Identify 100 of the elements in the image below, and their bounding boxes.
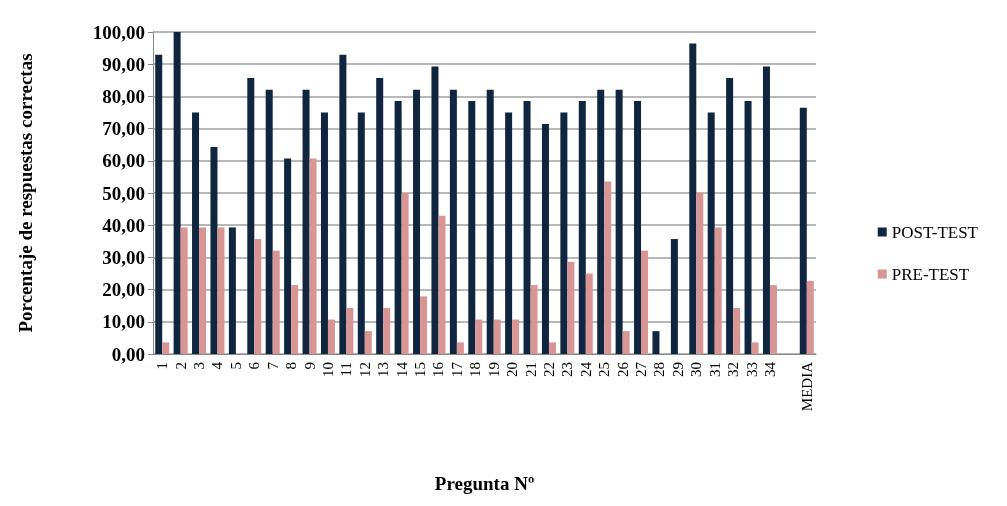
bar bbox=[180, 227, 188, 354]
x-tick-label: 6 bbox=[246, 361, 263, 370]
bar bbox=[567, 261, 575, 354]
x-tick-label: 16 bbox=[430, 361, 447, 377]
bar bbox=[327, 319, 335, 354]
bar bbox=[714, 227, 722, 354]
bar bbox=[217, 227, 225, 354]
y-tick-label: 90,00 bbox=[102, 53, 145, 75]
bar bbox=[449, 89, 457, 354]
x-tick-label: 1 bbox=[154, 362, 171, 370]
bar bbox=[523, 100, 531, 354]
bar bbox=[726, 78, 734, 354]
x-tick-label: 15 bbox=[412, 362, 429, 377]
x-tick-label: 19 bbox=[485, 362, 502, 377]
x-tick-label: 4 bbox=[209, 361, 226, 370]
x-axis-title: Pregunta Nº bbox=[434, 473, 535, 494]
y-tick-label: 40,00 bbox=[102, 214, 145, 236]
x-tick-label: 31 bbox=[706, 362, 723, 377]
bar bbox=[254, 239, 262, 354]
y-tick-label: 30,00 bbox=[102, 246, 145, 268]
bar bbox=[541, 124, 549, 354]
bar bbox=[670, 239, 678, 354]
y-tick-label: 0,00 bbox=[111, 343, 145, 365]
bar bbox=[806, 280, 814, 354]
x-tick-label: 21 bbox=[522, 362, 539, 377]
bar bbox=[438, 215, 446, 354]
x-tick-label: 5 bbox=[227, 362, 244, 370]
bar bbox=[578, 100, 586, 354]
y-tick-label: 20,00 bbox=[102, 279, 145, 301]
y-tick-label: 10,00 bbox=[102, 311, 145, 333]
bar bbox=[284, 158, 292, 354]
x-tick-label: 27 bbox=[633, 361, 650, 377]
bar bbox=[604, 181, 612, 354]
bar bbox=[309, 158, 317, 354]
bar bbox=[530, 285, 538, 354]
x-tick-label: 3 bbox=[191, 362, 208, 370]
bar bbox=[486, 89, 494, 354]
bar bbox=[228, 227, 236, 354]
x-tick-label: 23 bbox=[559, 362, 576, 377]
bar bbox=[597, 89, 605, 354]
x-tick-label: 30 bbox=[688, 362, 705, 377]
legend-label: POST-TEST bbox=[891, 222, 979, 242]
bar bbox=[762, 66, 770, 354]
bar bbox=[383, 307, 391, 354]
x-tick-label: 33 bbox=[743, 362, 760, 377]
x-tick-label: 32 bbox=[725, 362, 742, 377]
bar bbox=[272, 250, 280, 354]
x-tick-label: 17 bbox=[448, 361, 465, 377]
y-axis-title: Porcentaje de respuestas correctas bbox=[15, 53, 36, 333]
x-tick-label: 13 bbox=[375, 362, 392, 377]
bar bbox=[210, 146, 218, 354]
bar bbox=[493, 319, 501, 354]
bar bbox=[744, 100, 752, 354]
legend-label: PRE-TEST bbox=[891, 264, 970, 284]
x-tick-label: MEDIA bbox=[798, 361, 815, 412]
y-tick-label: 80,00 bbox=[102, 85, 145, 107]
bar bbox=[192, 112, 200, 354]
bar bbox=[769, 285, 777, 354]
bar bbox=[799, 107, 807, 354]
y-tick-label: 60,00 bbox=[102, 150, 145, 172]
y-tick-label: 50,00 bbox=[102, 182, 145, 204]
bar bbox=[339, 54, 347, 354]
bar bbox=[641, 250, 649, 354]
bar bbox=[376, 78, 384, 354]
x-tick-label: 12 bbox=[356, 362, 373, 377]
bar bbox=[733, 307, 741, 354]
bar bbox=[401, 193, 409, 354]
bar bbox=[456, 342, 464, 354]
x-tick-label: 2 bbox=[172, 362, 189, 370]
bar bbox=[173, 32, 181, 354]
bar bbox=[585, 273, 593, 354]
x-tick-label: 29 bbox=[669, 362, 686, 377]
x-tick-label: 24 bbox=[577, 361, 594, 377]
x-tick-label: 25 bbox=[596, 362, 613, 377]
bar bbox=[302, 89, 310, 354]
bar bbox=[155, 54, 163, 354]
bar bbox=[468, 100, 476, 354]
bar bbox=[431, 66, 439, 354]
x-tick-label: 18 bbox=[467, 362, 484, 377]
bar bbox=[634, 100, 642, 354]
bar bbox=[475, 319, 483, 354]
bar bbox=[652, 331, 660, 354]
bar bbox=[622, 331, 630, 354]
x-tick-label: 11 bbox=[338, 362, 355, 377]
x-tick-label: 7 bbox=[264, 361, 281, 370]
x-tick-label: 28 bbox=[651, 362, 668, 377]
bar bbox=[420, 296, 428, 354]
bar bbox=[413, 89, 421, 354]
bar bbox=[265, 89, 273, 354]
bar bbox=[291, 285, 299, 354]
x-tick-label: 10 bbox=[319, 362, 336, 377]
bar bbox=[615, 89, 623, 354]
bar bbox=[346, 307, 354, 354]
y-tick-label: 100,00 bbox=[92, 21, 145, 43]
bar bbox=[707, 112, 715, 354]
x-tick-label: 20 bbox=[504, 362, 521, 377]
bar bbox=[394, 100, 402, 354]
x-tick-label: 22 bbox=[540, 362, 557, 377]
x-tick-label: 34 bbox=[761, 361, 778, 377]
bar bbox=[689, 43, 697, 354]
